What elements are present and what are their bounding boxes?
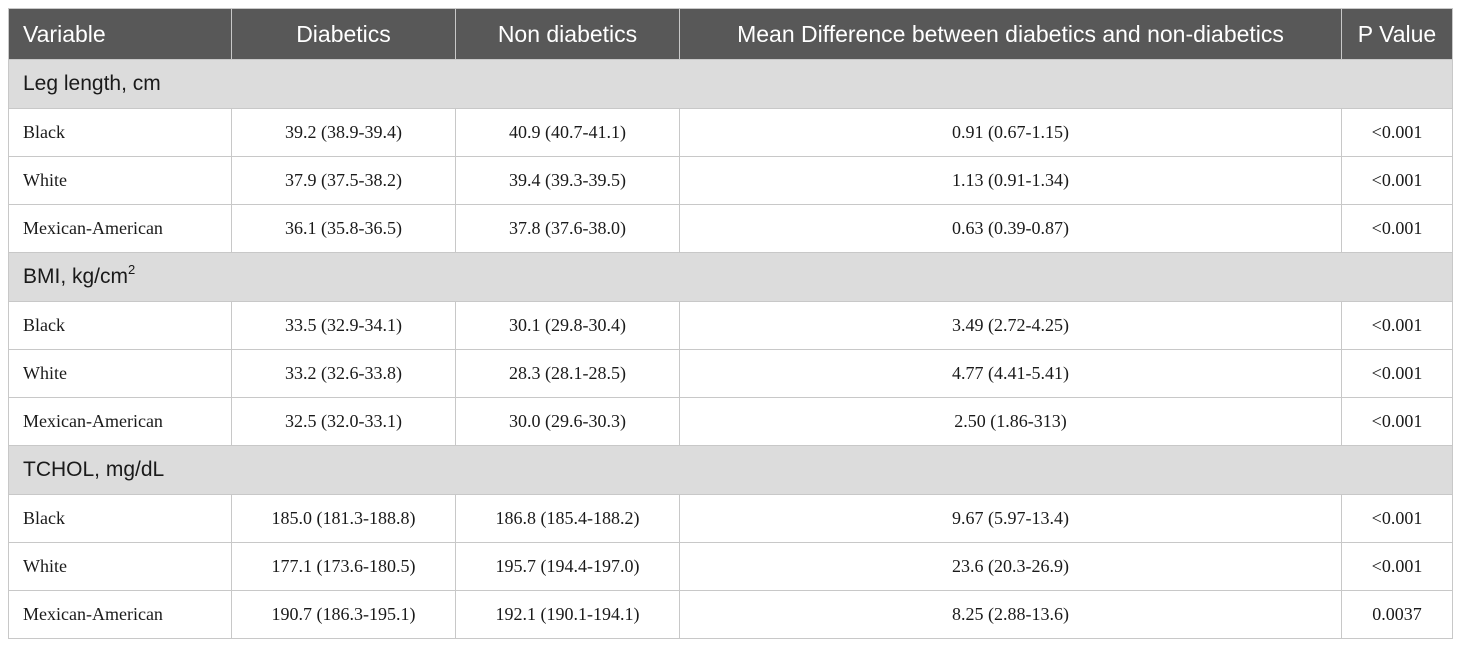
cell-p-value: <0.001 [1341,542,1453,591]
table-header: Variable Diabetics Non diabetics Mean Di… [8,8,1453,60]
results-table: Variable Diabetics Non diabetics Mean Di… [8,8,1453,639]
cell-variable: Mexican-American [8,204,232,253]
section-title: Leg length, cm [8,59,1453,109]
cell-variable: Black [8,108,232,157]
cell-mean-difference: 3.49 (2.72-4.25) [679,301,1342,350]
cell-p-value: <0.001 [1341,301,1453,350]
cell-mean-difference: 9.67 (5.97-13.4) [679,494,1342,543]
header-mean-difference: Mean Difference between diabetics and no… [679,8,1342,60]
cell-mean-difference: 8.25 (2.88-13.6) [679,590,1342,639]
cell-non-diabetics: 40.9 (40.7-41.1) [455,108,680,157]
cell-diabetics: 33.5 (32.9-34.1) [231,301,456,350]
cell-p-value: <0.001 [1341,108,1453,157]
cell-diabetics: 39.2 (38.9-39.4) [231,108,456,157]
cell-non-diabetics: 30.0 (29.6-30.3) [455,397,680,446]
cell-p-value: <0.001 [1341,204,1453,253]
table-row: Mexican-American 36.1 (35.8-36.5) 37.8 (37… [8,204,1453,253]
section-title-text: Leg length, cm [23,72,161,95]
cell-diabetics: 177.1 (173.6-180.5) [231,542,456,591]
cell-diabetics: 32.5 (32.0-33.1) [231,397,456,446]
cell-non-diabetics: 30.1 (29.8-30.4) [455,301,680,350]
table-row: Mexican-American 190.7 (186.3-195.1) 192.1… [8,590,1453,639]
cell-mean-difference: 4.77 (4.41-5.41) [679,349,1342,398]
section-row: Leg length, cm [8,59,1453,109]
cell-non-diabetics: 195.7 (194.4-197.0) [455,542,680,591]
section-title-text: TCHOL, mg/dL [23,458,165,481]
cell-variable: White [8,156,232,205]
table-row: Black 185.0 (181.3-188.8) 186.8 (185.4-188… [8,494,1453,543]
cell-diabetics: 36.1 (35.8-36.5) [231,204,456,253]
section-title-text: BMI, kg/cm [23,265,129,288]
cell-non-diabetics: 39.4 (39.3-39.5) [455,156,680,205]
cell-mean-difference: 0.63 (0.39-0.87) [679,204,1342,253]
section-row: TCHOL, mg/dL [8,445,1453,495]
header-p-value: P Value [1341,8,1453,60]
cell-variable: Black [8,301,232,350]
cell-variable: White [8,542,232,591]
section-title: BMI, kg/cm2 [8,252,1453,302]
cell-p-value: <0.001 [1341,397,1453,446]
cell-diabetics: 37.9 (37.5-38.2) [231,156,456,205]
header-variable: Variable [8,8,232,60]
cell-variable: Black [8,494,232,543]
cell-non-diabetics: 28.3 (28.1-28.5) [455,349,680,398]
cell-variable: Mexican-American [8,590,232,639]
table-row: White 177.1 (173.6-180.5) 195.7 (194.4-197… [8,542,1453,591]
cell-variable: Mexican-American [8,397,232,446]
cell-mean-difference: 1.13 (0.91-1.34) [679,156,1342,205]
table-row: White 37.9 (37.5-38.2) 39.4 (39.3-39.5) 1.1… [8,156,1453,205]
cell-diabetics: 33.2 (32.6-33.8) [231,349,456,398]
cell-variable: White [8,349,232,398]
header-diabetics: Diabetics [231,8,456,60]
cell-non-diabetics: 186.8 (185.4-188.2) [455,494,680,543]
cell-p-value: <0.001 [1341,494,1453,543]
cell-diabetics: 185.0 (181.3-188.8) [231,494,456,543]
section-title-superscript: 2 [128,262,136,277]
table-row: Black 39.2 (38.9-39.4) 40.9 (40.7-41.1) 0.9… [8,108,1453,157]
section-row: BMI, kg/cm2 [8,252,1453,302]
cell-mean-difference: 2.50 (1.86-313) [679,397,1342,446]
cell-diabetics: 190.7 (186.3-195.1) [231,590,456,639]
cell-mean-difference: 0.91 (0.67-1.15) [679,108,1342,157]
table-row: Black 33.5 (32.9-34.1) 30.1 (29.8-30.4) 3.4… [8,301,1453,350]
header-row: Variable Diabetics Non diabetics Mean Di… [8,8,1453,60]
cell-non-diabetics: 192.1 (190.1-194.1) [455,590,680,639]
cell-p-value: <0.001 [1341,349,1453,398]
table-body: Leg length, cm Black 39.2 (38.9-39.4) 40.9 … [8,59,1453,639]
cell-non-diabetics: 37.8 (37.6-38.0) [455,204,680,253]
cell-p-value: <0.001 [1341,156,1453,205]
cell-mean-difference: 23.6 (20.3-26.9) [679,542,1342,591]
header-non-diabetics: Non diabetics [455,8,680,60]
section-title: TCHOL, mg/dL [8,445,1453,495]
table-row: White 33.2 (32.6-33.8) 28.3 (28.1-28.5) 4.7… [8,349,1453,398]
cell-p-value: 0.0037 [1341,590,1453,639]
table-row: Mexican-American 32.5 (32.0-33.1) 30.0 (29… [8,397,1453,446]
